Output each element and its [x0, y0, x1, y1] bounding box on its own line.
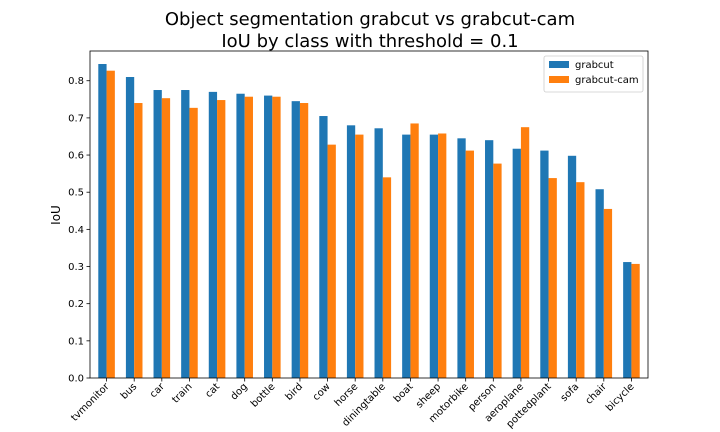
bar-grabcut-cam-sofa [576, 182, 585, 378]
y-tick-label: 0.7 [68, 113, 84, 124]
bar-grabcut-aeroplane [512, 148, 521, 378]
y-tick-label: 0.4 [68, 225, 84, 236]
x-tick-label-boat: boat [392, 381, 416, 405]
bar-grabcut-cam-bird [299, 103, 309, 379]
y-axis-label: IoU [49, 205, 63, 225]
bar-grabcut-cam-aeroplane [520, 127, 530, 379]
bar-grabcut-cam-tvmonitor [106, 70, 115, 378]
y-tick-label: 0.8 [68, 76, 84, 87]
plot-frame [89, 50, 649, 379]
bar-grabcut-cow [319, 116, 328, 378]
bar-grabcut-sofa [567, 155, 577, 378]
legend: grabcut grabcut-cam [543, 55, 644, 93]
bar-grabcut-bus [125, 77, 135, 378]
bar-grabcut-cam-dog [244, 96, 253, 379]
y-axis: 0.0 0.1 0.2 0.3 0.4 0.5 0.6 0.7 0.8 [68, 76, 90, 385]
bars-group [98, 64, 640, 379]
bar-grabcut-cam-horse [355, 134, 364, 378]
bar-grabcut-cam-sheep [438, 133, 447, 378]
bar-grabcut-cam-bicycle [631, 263, 640, 378]
bar-grabcut-cam-motorbike [465, 150, 474, 378]
x-tick-label-car: car [148, 381, 168, 401]
x-tick-label-bus: bus [119, 381, 139, 401]
bar-grabcut-cam-cow [327, 144, 336, 378]
bar-grabcut-cam-train [189, 107, 198, 378]
y-tick-label: 0.6 [68, 151, 84, 162]
x-axis: tvmonitor bus car train cat dog bottle bird cow h… [69, 378, 637, 430]
bar-grabcut-boat [402, 134, 411, 378]
bar-grabcut-cam-boat [410, 123, 419, 379]
bar-grabcut-cam-diningtable [382, 177, 392, 378]
legend-label-grabcut-cam: grabcut-cam [575, 75, 639, 86]
y-tick-label: 0.2 [68, 299, 84, 310]
x-tick-label-cat: cat [203, 381, 222, 400]
legend-label-grabcut: grabcut [575, 60, 614, 71]
legend-swatch-grabcut-cam [549, 76, 569, 83]
bar-grabcut-sheep [429, 134, 439, 378]
x-tick-label-chair: chair [584, 381, 610, 407]
y-tick-label: 0.1 [68, 336, 84, 347]
bar-grabcut-cam-bottle [272, 96, 281, 379]
chart-title-line-1: Object segmentation grabcut vs grabcut-c… [165, 9, 575, 30]
bar-grabcut-bottle [264, 95, 273, 378]
y-tick-label: 0.0 [68, 374, 84, 385]
bar-grabcut-cam-pottedplant [548, 178, 557, 378]
bar-grabcut-train [181, 90, 190, 379]
bar-grabcut-bird [291, 101, 300, 378]
bar-grabcut-diningtable [374, 128, 383, 378]
x-tick-label-sofa: sofa [559, 381, 582, 404]
x-tick-label-bottle: bottle [249, 381, 277, 409]
x-tick-label-cow: cow [311, 381, 333, 403]
bar-grabcut-chair [595, 189, 604, 378]
bar-grabcut-tvmonitor [98, 64, 107, 378]
bar-grabcut-car [153, 90, 162, 379]
legend-swatch-grabcut [549, 61, 569, 68]
bar-grabcut-cam-bus [134, 103, 143, 379]
x-tick-label-bicycle: bicycle [604, 381, 637, 414]
bar-grabcut-pottedplant [540, 150, 549, 378]
bar-grabcut-horse [346, 125, 356, 378]
bar-grabcut-cam-cat [217, 100, 226, 379]
x-tick-label-train: train [170, 381, 194, 405]
bar-grabcut-bicycle [623, 262, 632, 378]
x-tick-label-tvmonitor: tvmonitor [69, 381, 112, 424]
bar-grabcut-cam-chair [603, 208, 613, 378]
bar-grabcut-dog [236, 93, 245, 378]
bar-grabcut-motorbike [457, 138, 466, 378]
bar-grabcut-person [485, 140, 494, 378]
y-tick-label: 0.3 [68, 262, 84, 273]
x-tick-label-bird: bird [284, 381, 306, 403]
chart-title-line-2: IoU by class with threshold = 0.1 [221, 31, 518, 52]
bar-grabcut-cat [208, 91, 218, 379]
x-tick-label-dog: dog [229, 381, 250, 402]
bar-grabcut-cam-car [161, 98, 171, 378]
bar-grabcut-cam-person [493, 163, 502, 378]
y-tick-label: 0.5 [68, 188, 84, 199]
